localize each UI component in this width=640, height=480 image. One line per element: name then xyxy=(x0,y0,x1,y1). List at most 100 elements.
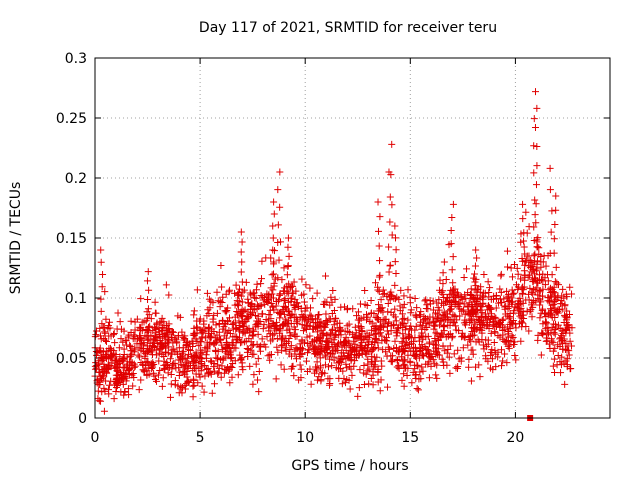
data-point xyxy=(206,338,214,346)
data-point xyxy=(521,271,529,279)
data-point xyxy=(539,270,547,278)
data-point xyxy=(341,303,349,311)
data-point xyxy=(214,354,222,362)
data-point xyxy=(240,338,248,346)
data-point xyxy=(536,314,544,322)
data-point xyxy=(465,333,473,341)
data-point xyxy=(345,363,353,371)
data-point xyxy=(162,281,170,289)
data-point xyxy=(439,342,447,350)
data-point xyxy=(563,325,571,333)
data-point xyxy=(238,359,246,367)
data-point xyxy=(421,325,429,333)
data-point xyxy=(439,358,447,366)
data-point xyxy=(262,343,270,351)
data-point xyxy=(563,346,571,354)
data-point xyxy=(534,331,542,339)
data-point xyxy=(229,333,237,341)
data-point xyxy=(387,288,395,296)
data-point xyxy=(413,384,421,392)
data-point xyxy=(172,364,180,372)
data-point xyxy=(324,363,332,371)
data-point xyxy=(531,196,539,204)
data-point xyxy=(212,348,220,356)
data-point xyxy=(553,279,561,287)
data-point xyxy=(371,335,379,343)
data-point xyxy=(330,321,338,329)
data-point xyxy=(144,314,152,322)
data-point xyxy=(238,298,246,306)
data-point xyxy=(223,340,231,348)
data-point xyxy=(284,307,292,315)
data-point xyxy=(181,381,189,389)
data-point xyxy=(237,308,245,316)
data-point xyxy=(218,341,226,349)
data-point xyxy=(399,315,407,323)
data-point xyxy=(508,286,516,294)
data-point xyxy=(356,366,364,374)
data-point xyxy=(322,310,330,318)
data-point xyxy=(135,353,143,361)
data-point xyxy=(214,370,222,378)
data-point xyxy=(184,377,192,385)
data-point xyxy=(269,222,277,230)
data-point xyxy=(243,312,251,320)
data-point xyxy=(129,369,137,377)
data-point xyxy=(215,335,223,343)
data-point xyxy=(535,288,543,296)
data-point xyxy=(302,281,310,289)
data-point xyxy=(468,324,476,332)
data-point xyxy=(313,358,321,366)
data-point xyxy=(487,329,495,337)
data-point xyxy=(401,334,409,342)
data-point xyxy=(274,221,282,229)
data-point xyxy=(290,372,298,380)
data-point xyxy=(270,306,278,314)
data-point xyxy=(129,335,137,343)
data-point xyxy=(532,219,540,227)
data-point xyxy=(240,323,248,331)
data-point xyxy=(375,301,383,309)
data-point xyxy=(255,367,263,375)
data-point xyxy=(404,286,412,294)
data-point xyxy=(424,332,432,340)
data-point xyxy=(566,337,574,345)
data-point xyxy=(467,377,475,385)
data-point xyxy=(104,366,112,374)
data-point xyxy=(539,329,547,337)
data-point xyxy=(431,322,439,330)
data-point xyxy=(532,276,540,284)
data-point xyxy=(128,359,136,367)
data-point xyxy=(233,297,241,305)
data-point xyxy=(123,341,131,349)
data-point xyxy=(552,263,560,271)
data-point xyxy=(449,332,457,340)
data-point xyxy=(408,379,416,387)
data-point xyxy=(418,363,426,371)
data-point xyxy=(392,246,400,254)
data-point xyxy=(150,372,158,380)
data-point xyxy=(507,264,515,272)
data-point xyxy=(193,323,201,331)
data-point xyxy=(274,297,282,305)
data-point xyxy=(398,342,406,350)
data-point xyxy=(315,319,323,327)
data-point xyxy=(434,336,442,344)
data-point xyxy=(258,293,266,301)
data-point xyxy=(278,346,286,354)
data-point xyxy=(234,290,242,298)
data-point xyxy=(137,295,145,303)
data-point xyxy=(391,258,399,266)
data-point xyxy=(210,380,218,388)
data-point xyxy=(127,317,135,325)
data-point xyxy=(258,257,266,265)
data-point xyxy=(559,285,567,293)
x-tick-label: 5 xyxy=(196,430,205,446)
data-point xyxy=(505,292,513,300)
data-point xyxy=(517,238,525,246)
data-point xyxy=(498,299,506,307)
y-tick-label: 0.2 xyxy=(65,171,87,187)
data-point xyxy=(297,365,305,373)
data-point xyxy=(145,286,153,294)
data-point xyxy=(252,294,260,302)
